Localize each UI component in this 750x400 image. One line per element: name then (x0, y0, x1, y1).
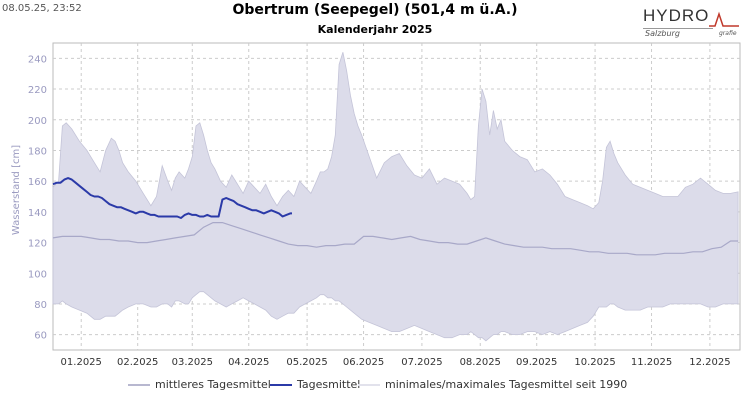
logo-divider (643, 28, 713, 29)
y-tick-label: 140 (28, 208, 47, 219)
legend-item-band: minimales/maximales Tagesmittel seit 199… (358, 378, 627, 391)
x-tick-label: 01.2025 (61, 357, 102, 368)
legend-swatch-daily (270, 383, 292, 386)
y-tick-label: 220 (28, 85, 47, 96)
x-tick-label: 06.2025 (343, 357, 384, 368)
y-axis-label: Wasserstand [cm] (11, 145, 22, 235)
logo-wave-icon (709, 11, 739, 27)
x-tick-label: 11.2025 (631, 357, 672, 368)
y-tick-label: 80 (34, 300, 47, 311)
mean-line (52, 222, 739, 256)
x-tick-label: 09.2025 (516, 357, 557, 368)
logo-small-text: grafie (719, 30, 737, 37)
axis-layer: 60 80 100 120 140 160 180 200 220 240 01.2025 02.20… (28, 54, 731, 368)
minmax-band (52, 52, 739, 342)
x-tick-label: 04.2025 (228, 357, 269, 368)
chart-title: Obertrum (Seepegel) (501,4 m ü.A.) (232, 2, 518, 18)
legend: mittleres Tagesmittel Tagesmittel minima… (0, 378, 750, 394)
y-tick-label: 200 (28, 116, 47, 127)
legend-label-mean: mittleres Tagesmittel (155, 378, 271, 391)
y-tick-label: 100 (28, 269, 47, 280)
legend-label-daily: Tagesmittel (297, 378, 361, 391)
logo-main-text: HYDRO (643, 6, 710, 25)
y-tick-label: 120 (28, 239, 47, 250)
legend-item-mean: mittleres Tagesmittel (128, 378, 271, 391)
x-tick-label: 08.2025 (460, 357, 501, 368)
chart-subtitle: Kalenderjahr 2025 (317, 23, 433, 36)
y-tick-label: 160 (28, 177, 47, 188)
daily-line (52, 177, 292, 219)
x-tick-label: 05.2025 (286, 357, 327, 368)
logo-sub-text: Salzburg (645, 29, 680, 38)
band-layer (52, 52, 739, 342)
y-tick-label: 240 (28, 54, 47, 65)
y-tick-label: 60 (34, 331, 47, 342)
mean-layer (52, 222, 739, 256)
daily-layer (52, 177, 292, 219)
legend-swatch-mean (128, 383, 150, 386)
timestamp: 08.05.25, 23:52 (2, 3, 82, 14)
x-tick-label: 10.2025 (574, 357, 615, 368)
x-tick-label: 07.2025 (401, 357, 442, 368)
legend-label-band: minimales/maximales Tagesmittel seit 199… (385, 378, 628, 391)
x-tick-label: 12.2025 (689, 357, 730, 368)
x-tick-label: 03.2025 (172, 357, 213, 368)
legend-swatch-band (358, 383, 380, 386)
y-tick-label: 180 (28, 146, 47, 157)
x-tick-label: 02.2025 (117, 357, 158, 368)
legend-item-daily: Tagesmittel (270, 378, 360, 391)
hydrografie-logo: HYDRO Salzburg grafie (641, 4, 741, 42)
